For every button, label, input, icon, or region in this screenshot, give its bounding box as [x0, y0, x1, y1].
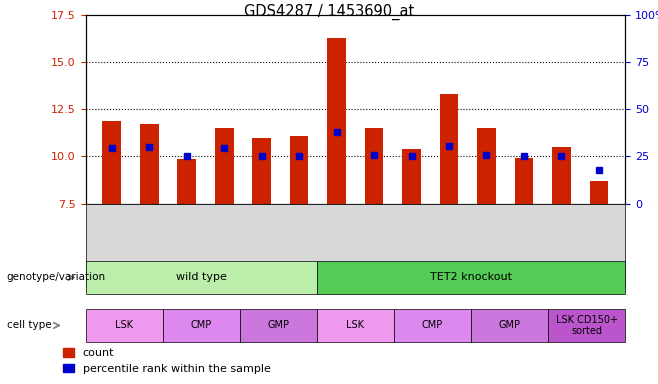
- Text: genotype/variation: genotype/variation: [7, 272, 106, 283]
- Bar: [327, 38, 346, 204]
- Text: CMP: CMP: [191, 320, 212, 331]
- Bar: [402, 149, 421, 204]
- Bar: [590, 181, 608, 204]
- Text: GMP: GMP: [499, 320, 520, 331]
- Text: wild type: wild type: [176, 272, 226, 283]
- Bar: [365, 128, 384, 204]
- Bar: [252, 138, 271, 204]
- Bar: [103, 121, 121, 204]
- Text: TET2 knockout: TET2 knockout: [430, 272, 512, 283]
- Legend: count, percentile rank within the sample: count, percentile rank within the sample: [58, 344, 275, 379]
- Bar: [290, 136, 309, 204]
- Text: cell type: cell type: [7, 320, 51, 331]
- Text: LSK: LSK: [115, 320, 133, 331]
- Bar: [178, 159, 196, 204]
- Bar: [552, 147, 570, 204]
- Text: LSK: LSK: [346, 320, 365, 331]
- Text: CMP: CMP: [422, 320, 443, 331]
- Bar: [440, 94, 459, 204]
- Text: GMP: GMP: [267, 320, 290, 331]
- Text: GDS4287 / 1453690_at: GDS4287 / 1453690_at: [244, 4, 414, 20]
- Bar: [515, 158, 533, 204]
- Bar: [215, 128, 234, 204]
- Bar: [140, 124, 159, 204]
- Text: LSK CD150+
sorted: LSK CD150+ sorted: [555, 314, 618, 336]
- Bar: [477, 128, 496, 204]
